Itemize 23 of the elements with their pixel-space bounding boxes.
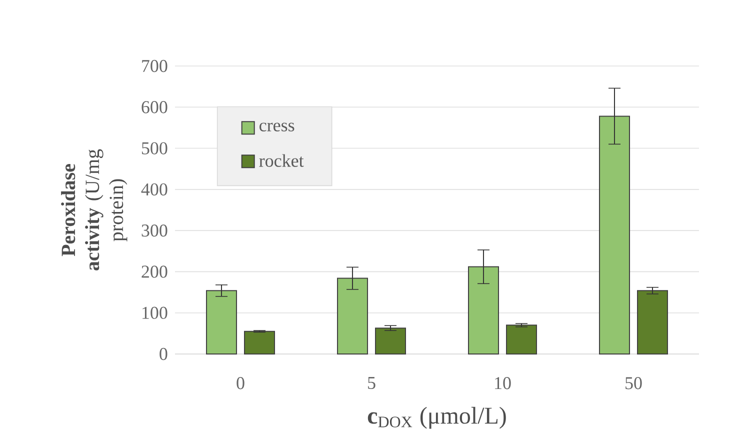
x-tick-label: 50 [626, 376, 642, 390]
bar [468, 266, 500, 354]
bar [637, 290, 668, 354]
bar [599, 116, 630, 354]
bar [375, 327, 406, 354]
y-tick-label: 600 [142, 100, 168, 114]
x-tick-label: 10 [495, 376, 511, 390]
legend-label: cress [260, 122, 294, 132]
y-tick-label: 0 [160, 348, 168, 360]
bar [206, 290, 238, 354]
x-axis-title: c$_{DOX}$ (μmol/L) [368, 406, 506, 429]
y-tick-label: 400 [141, 183, 168, 196]
legend-label: rocket [259, 154, 304, 167]
x-tick-label: 5 [368, 376, 376, 389]
y-tick-label: 500 [142, 142, 168, 154]
bar [337, 278, 368, 354]
x-tick-label: 0 [236, 376, 244, 390]
bar [244, 330, 276, 354]
y-tick-label: 200 [142, 265, 168, 278]
y-tick-label: 700 [142, 60, 168, 72]
y-tick-label: 300 [142, 224, 168, 236]
bar [506, 324, 538, 354]
y-tick-label: 100 [142, 306, 168, 319]
